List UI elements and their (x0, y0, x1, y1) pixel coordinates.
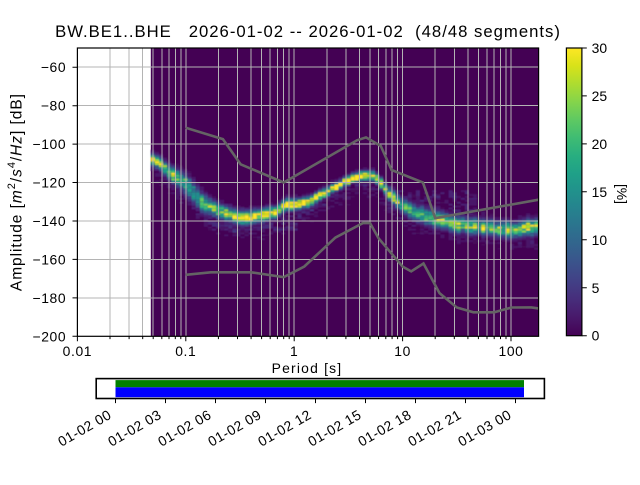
svg-text:Period [s]: Period [s] (272, 360, 343, 376)
svg-text:0: 0 (592, 328, 600, 344)
svg-text:10: 10 (394, 343, 411, 359)
svg-text:[%]: [%] (614, 184, 630, 204)
svg-text:Amplitude [m2/s4/Hz] [dB]: Amplitude [m2/s4/Hz] [dB] (6, 93, 26, 291)
svg-text:−180: −180 (32, 290, 66, 306)
svg-text:−140: −140 (32, 213, 66, 229)
svg-text:−100: −100 (32, 136, 66, 152)
svg-text:20: 20 (592, 136, 608, 152)
svg-text:−80: −80 (41, 98, 66, 114)
svg-text:5: 5 (592, 280, 600, 296)
svg-text:−200: −200 (32, 328, 66, 344)
svg-text:100: 100 (499, 343, 524, 359)
svg-text:30: 30 (592, 40, 608, 56)
svg-text:0.1: 0.1 (175, 343, 196, 359)
svg-text:−60: −60 (41, 59, 66, 75)
svg-text:15: 15 (592, 184, 608, 200)
svg-text:25: 25 (592, 88, 608, 104)
svg-text:−120: −120 (32, 175, 66, 191)
svg-text:BW.BE1..BHE 2026-01-02 -- 20: BW.BE1..BHE 2026-01-02 -- 2026-01-02 (48… (55, 22, 561, 41)
svg-text:−160: −160 (32, 251, 66, 267)
svg-text:0.01: 0.01 (63, 343, 92, 359)
svg-text:10: 10 (592, 232, 608, 248)
svg-text:1: 1 (290, 343, 298, 359)
